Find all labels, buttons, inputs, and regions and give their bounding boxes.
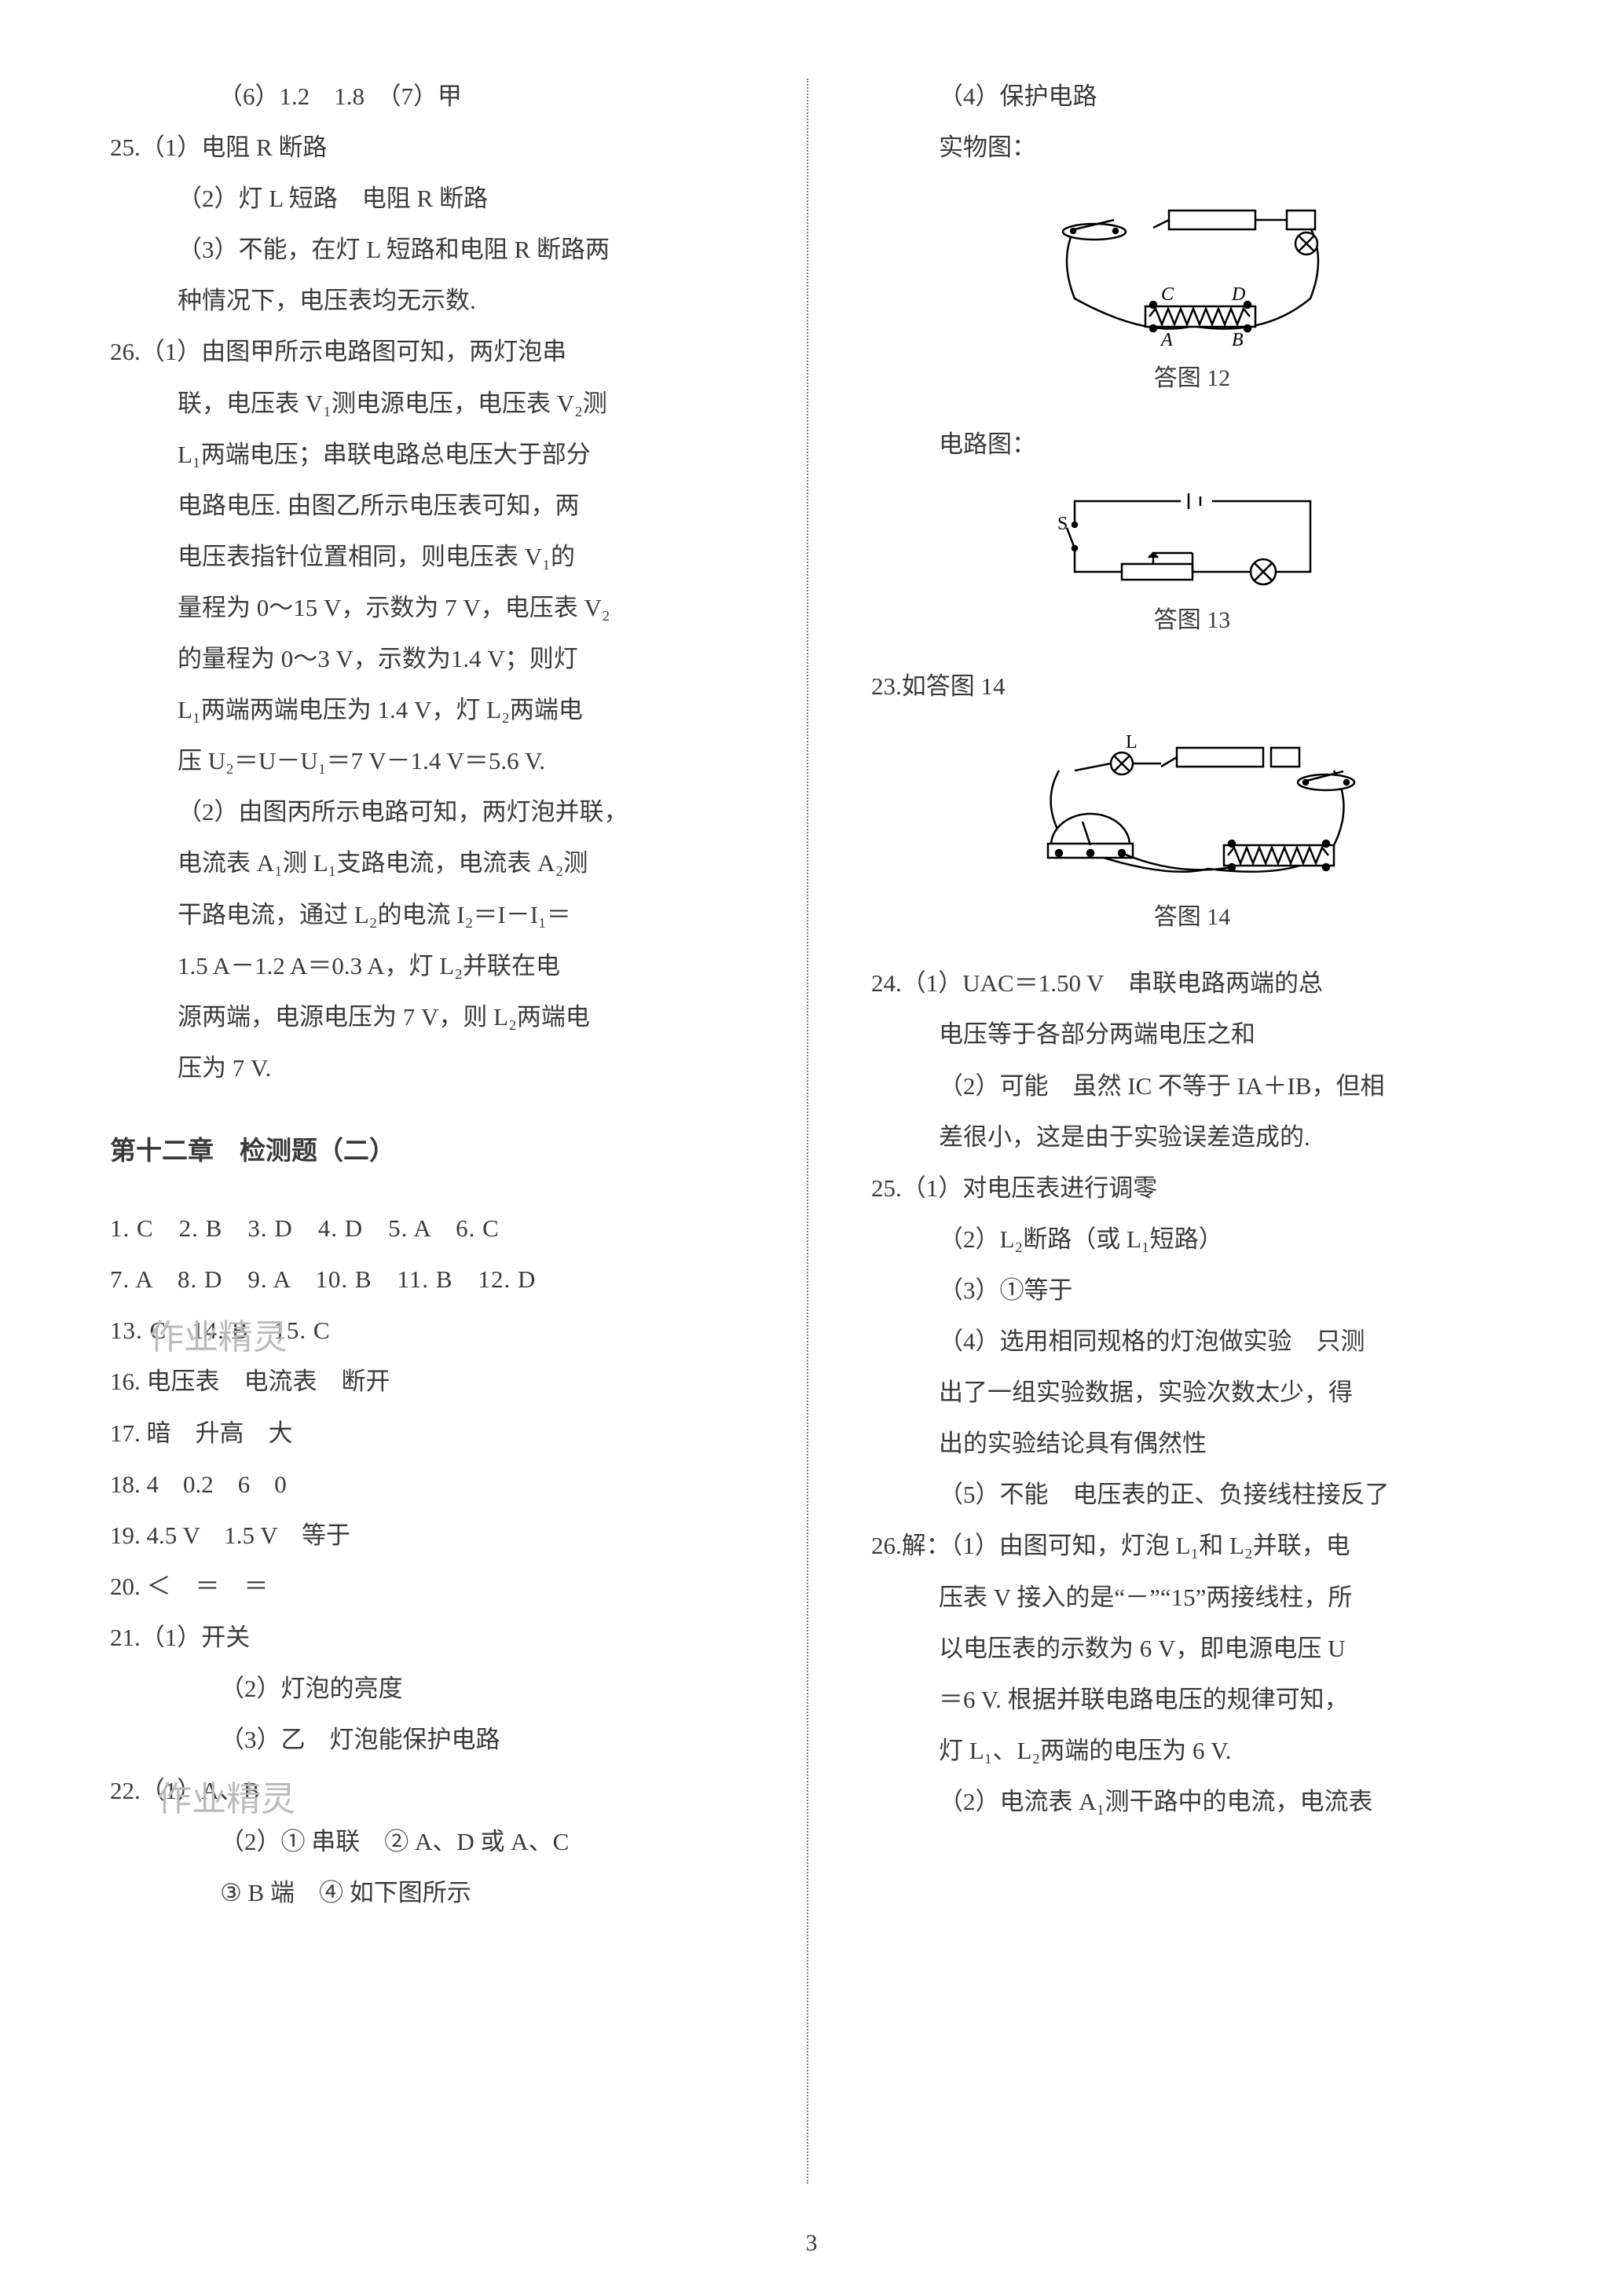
svg-text:D: D (1231, 284, 1245, 305)
q19: 19. 4.5 V 1.5 V 等于 (110, 1510, 752, 1561)
q25-1: 25.（1）电阻 R 断路 (110, 122, 752, 173)
mc-row2: 7. A 8. D 9. A 10. B 11. B 12. D (110, 1254, 752, 1305)
cont-line: （6）1.2 1.8 （7）甲 (110, 71, 752, 122)
watermark-1: 作业精灵 (149, 1302, 288, 1374)
figure-12: C D A B 答图 12 (871, 189, 1513, 403)
q21: 21.（1）开关 （2）灯泡的亮度 （3）乙 灯泡能保护电路 (110, 1612, 752, 1765)
left-column: （6）1.2 1.8 （7）甲 25.（1）电阻 R 断路 （2）灯 L 短路 … (110, 71, 768, 2176)
label-schematic: 电路图： (871, 419, 1513, 470)
mc-row3-wrap: 13. C 14. B 15. C 作业精灵 (110, 1305, 331, 1356)
q26: 26.（1）由图甲所示电路图可知，两灯泡串 联，电压表 V₁测电源电压，电压表 … (110, 326, 752, 1093)
q25r: 25.（1）对电压表进行调零 （2）L₂断路（或 L₁短路） （3）①等于 （4… (871, 1163, 1513, 1521)
fig14-caption: 答图 14 (871, 892, 1513, 942)
r-p4: （4）保护电路 (871, 71, 1513, 122)
q26r: 26.解：（1）由图可知，灯泡 L₁和 L₂并联，电 压表 V 接入的是“－”“… (871, 1520, 1513, 1827)
column-divider (807, 79, 808, 2184)
svg-text:L: L (1126, 732, 1138, 753)
q25-3b: 种情况下，电压表均无示数. (110, 275, 752, 326)
section-title: 第十二章 检测题（二） (110, 1125, 752, 1179)
svg-text:C: C (1161, 284, 1174, 305)
svg-text:B: B (1232, 330, 1244, 346)
figure-14: L 答图 14 (871, 727, 1513, 942)
q23: 23.如答图 14 (871, 661, 1513, 712)
label-real: 实物图： (871, 122, 1513, 173)
q24r: 24.（1）UAC＝1.50 V 串联电路两端的总 电压等于各部分两端电压之和 … (871, 958, 1513, 1162)
svg-text:S: S (1057, 514, 1068, 534)
q26-a: 26.（1）由图甲所示电路图可知，两灯泡串 (110, 326, 752, 377)
page-number: 3 (806, 2230, 818, 2257)
q25-3a: （3）不能，在灯 L 短路和电阻 R 断路两 (110, 224, 752, 275)
q25: 25.（1）电阻 R 断路 （2）灯 L 短路 电阻 R 断路 （3）不能，在灯… (110, 122, 752, 326)
q22: 22.（1）A、B 作业精灵 （2）① 串联 ② A、D 或 A、C ③ B 端… (110, 1765, 752, 1918)
right-column: （4）保护电路 实物图： (848, 71, 1513, 2176)
figure-13: S 答图 13 (871, 485, 1513, 645)
q20: 20. ＜ ＝ ＝ (110, 1561, 752, 1612)
watermark-2: 作业精灵 (157, 1763, 295, 1836)
svg-text:A: A (1160, 330, 1173, 346)
q25-2: （2）灯 L 短路 电阻 R 断路 (110, 173, 752, 224)
mc-row1: 1. C 2. B 3. D 4. D 5. A 6. C (110, 1203, 752, 1254)
fig13-caption: 答图 13 (871, 595, 1513, 645)
fig12-caption: 答图 12 (871, 353, 1513, 403)
q17: 17. 暗 升高 大 (110, 1408, 752, 1459)
q18: 18. 4 0.2 6 0 (110, 1459, 752, 1510)
